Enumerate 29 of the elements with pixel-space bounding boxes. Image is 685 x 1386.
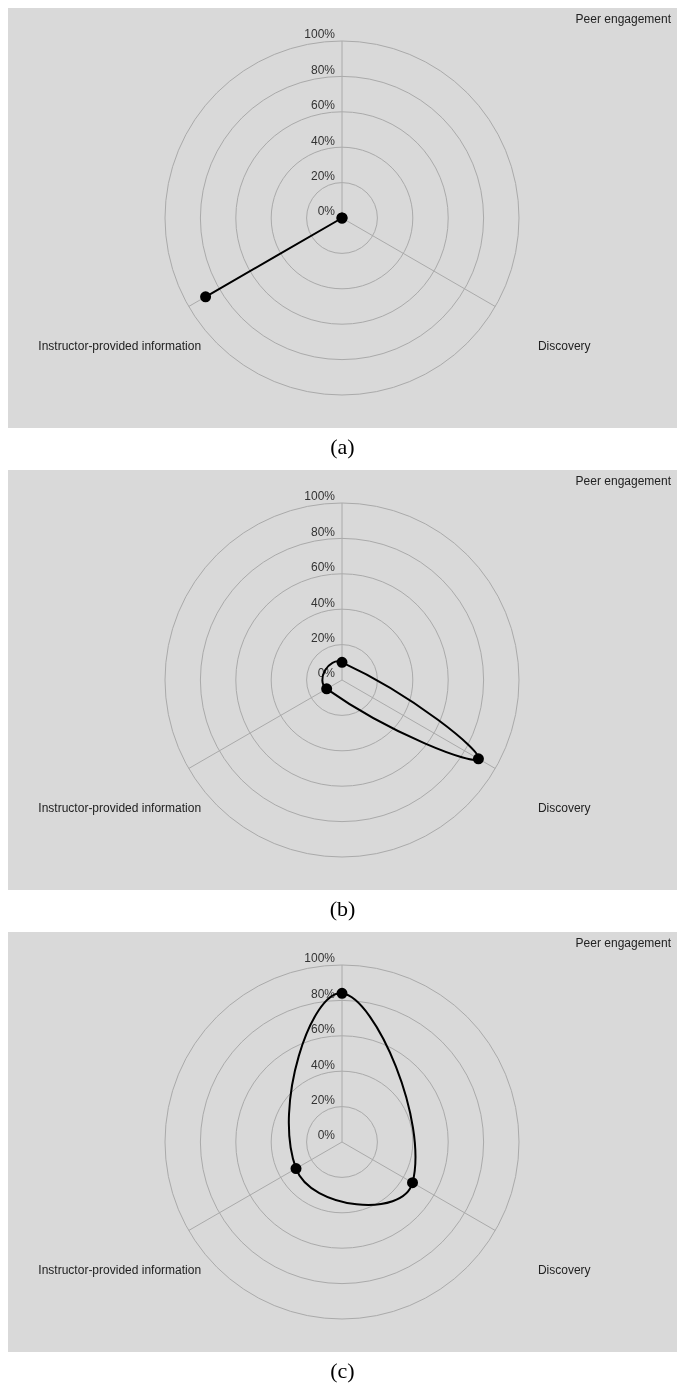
text: (b) (328, 895, 357, 923)
y-tick-label: 0% (317, 204, 336, 219)
y-tick-label: 100% (304, 951, 336, 966)
y-tick-label: 0% (317, 1128, 336, 1143)
spoke-label: Peer engagement (575, 474, 672, 489)
y-tick-label: 40% (310, 595, 336, 610)
spoke-label: Peer engagement (575, 936, 672, 951)
y-tick-label: 20% (310, 630, 336, 645)
text: (a) (329, 433, 356, 461)
y-tick-label: 20% (310, 168, 336, 183)
spoke-label: Instructor-provided information (38, 1262, 202, 1277)
text: (c) (329, 1357, 356, 1385)
y-tick-label: 60% (310, 1022, 336, 1037)
y-tick-label: 100% (304, 489, 336, 504)
y-tick-label: 20% (310, 1092, 336, 1107)
y-tick-label: 80% (310, 62, 336, 77)
y-tick-label: 60% (310, 98, 336, 113)
spoke-label: Instructor-provided information (38, 800, 202, 815)
y-tick-label: 80% (310, 524, 336, 539)
spoke-label: Instructor-provided information (38, 338, 202, 353)
y-tick-label: 100% (304, 27, 336, 42)
spoke-label: Discovery (537, 1262, 591, 1277)
spoke-label: Discovery (537, 800, 591, 815)
y-tick-label: 80% (310, 986, 336, 1001)
y-tick-label: 60% (310, 560, 336, 575)
y-tick-label: 40% (310, 1057, 336, 1072)
spoke-label: Discovery (537, 338, 591, 353)
spoke-label: Peer engagement (575, 12, 672, 27)
y-tick-label: 40% (310, 133, 336, 148)
